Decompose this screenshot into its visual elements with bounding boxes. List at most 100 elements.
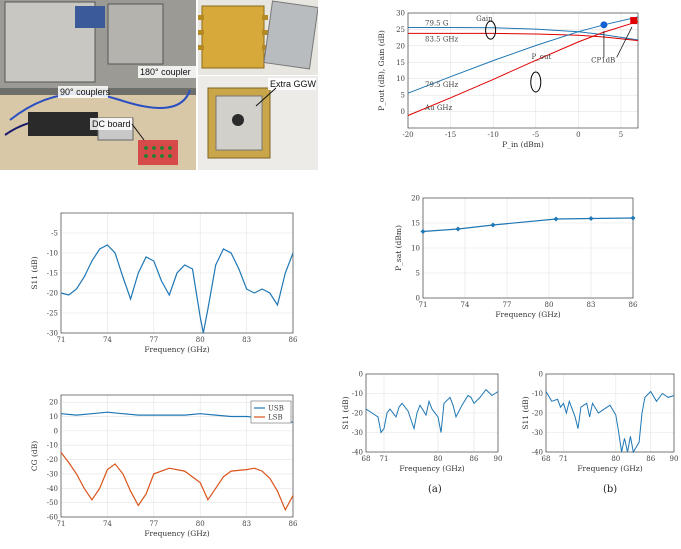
x-tick-label: 80: [196, 336, 205, 344]
chart-usb-lsb: 71 74 77 80 83 86 20 10 0 -10 -20 -30 -40 -50 -60 Frequ…: [25, 385, 305, 545]
y-tick-label: -10: [47, 250, 58, 258]
y-tick-label: -25: [47, 310, 58, 318]
y-tick-label: -50: [47, 499, 58, 507]
y-tick-label: 0: [416, 295, 420, 303]
data-point: [553, 216, 559, 222]
y-tick-label: 10: [396, 75, 405, 83]
x-tick-label: 80: [611, 455, 620, 463]
y-tick-label: -60: [47, 514, 58, 522]
plot-frame: [365, 373, 499, 453]
plot-frame: [60, 212, 294, 334]
p1db-point-red: [630, 17, 638, 25]
annot-pout: P_out: [532, 53, 552, 61]
x-tick-label: 74: [103, 336, 112, 344]
chart-gain-power: -20 -15 -10 -5 0 5 0 5 10 15 20 25 30 P_in (dBm) P_out…: [375, 5, 675, 153]
y-tick-label: 15: [396, 59, 405, 67]
x-tick-label: 77: [503, 301, 512, 309]
y-tick-label: 0: [54, 427, 58, 435]
series-line-0: [60, 244, 294, 334]
y-tick-label: 0: [401, 108, 405, 116]
x-tick-label: 86: [470, 455, 479, 463]
annot-gain-hi: 79.5 G: [425, 19, 449, 27]
x-tick-label: 86: [289, 520, 298, 528]
x-tick-label: 71: [57, 336, 66, 344]
y-tick-label: -40: [47, 485, 58, 493]
legend-lsb-label: LSB: [268, 414, 283, 422]
y-tick-label: -5: [51, 230, 58, 238]
x-tick-label: 74: [103, 520, 112, 528]
y-tick-label: -10: [352, 390, 363, 398]
x-tick-label: 86: [289, 336, 298, 344]
y-tick-label: -40: [532, 449, 543, 457]
data-point: [588, 216, 594, 221]
photo-setup: 90° couplers 180° coupler DC board: [0, 0, 196, 170]
x-tick-label: 5: [619, 131, 623, 139]
y-tick-label: -30: [47, 330, 58, 338]
plot-frame: [422, 197, 634, 299]
series-line-0: [545, 390, 675, 454]
y-tick-label: -20: [47, 456, 58, 464]
plot-frame: [407, 12, 639, 129]
series-line-0: [365, 388, 499, 434]
chart-s11-freq: 71 74 77 80 83 86 -5 -10 -15 -20 -25 -30 Frequency (…: [25, 203, 305, 358]
p1db-point-blue: [600, 21, 608, 29]
photo-module-top: [198, 0, 319, 75]
y-tick-label: 15: [411, 220, 420, 228]
x-tick-label: 83: [587, 301, 596, 309]
caption-b: (b): [603, 484, 618, 495]
chart-s11-b: 68 71 80 86 90 0 -10 -20 -30 -40 Frequency (GHz) S1…: [520, 368, 680, 480]
annot-gain: Gain: [476, 15, 493, 23]
x-tick-label: 68: [362, 455, 371, 463]
y-axis-label: P_sat (dBm): [394, 225, 403, 271]
y-tick-label: 30: [396, 10, 405, 18]
annot-pout-lo: Au GHz: [424, 104, 452, 112]
annot-pout-hi: 79.5 GHz: [425, 81, 459, 89]
x-tick-label: 71: [380, 455, 389, 463]
x-tick-label: 74: [461, 301, 470, 309]
data-point: [490, 222, 496, 228]
y-tick-label: 5: [401, 92, 405, 100]
plot-frame: [545, 373, 675, 453]
x-tick-label: 90: [670, 455, 679, 463]
y-tick-label: 20: [49, 399, 58, 407]
label-extra-ggw: Extra GGW: [270, 79, 317, 89]
x-tick-label: 68: [542, 455, 551, 463]
x-tick-label: 80: [545, 301, 554, 309]
x-tick-label: -15: [445, 131, 456, 139]
data-point: [420, 229, 426, 234]
y-tick-label: -40: [352, 449, 363, 457]
x-tick-label: -5: [532, 131, 539, 139]
x-axis-label: P_in (dBm): [502, 140, 544, 149]
annot-gain-lo: 83.5 GHz: [425, 35, 459, 43]
legend-usb-label: USB: [268, 405, 284, 413]
y-tick-label: 25: [396, 26, 405, 34]
x-tick-label: 83: [242, 336, 251, 344]
y-tick-label: 5: [416, 270, 420, 278]
y-tick-label: 10: [411, 245, 420, 253]
y-tick-label: 0: [359, 371, 363, 379]
x-tick-label: 71: [57, 520, 66, 528]
plot-frame: [60, 394, 294, 518]
chart-s11-a: 68 71 80 86 90 0 -10 -20 -30 -40 Frequency (GHz) S1…: [340, 368, 505, 480]
y-tick-label: -10: [47, 442, 58, 450]
x-tick-label: 86: [629, 301, 638, 309]
y-axis-label: S11 (dB): [341, 396, 350, 429]
y-tick-label: -15: [47, 270, 58, 278]
x-tick-label: -10: [488, 131, 499, 139]
series-line-0: [422, 217, 634, 233]
annot-p1db: CP1dB: [591, 56, 615, 64]
y-axis-label: S11 (dB): [30, 256, 39, 289]
label-90-couplers: 90° couplers: [60, 87, 111, 97]
y-tick-label: -20: [352, 410, 363, 418]
y-tick-label: -20: [47, 290, 58, 298]
y-tick-label: 0: [539, 371, 543, 379]
x-axis-label: Frequency (GHz): [144, 345, 209, 354]
data-point: [455, 226, 461, 232]
x-tick-label: 90: [494, 455, 503, 463]
y-axis-label: CG (dB): [30, 441, 39, 471]
photo-module-extra-ggw: Extra GGW: [198, 76, 318, 170]
x-tick-label: 77: [149, 520, 158, 528]
y-axis-label: P_out (dB), Gain (dB): [377, 30, 386, 111]
x-tick-label: 80: [434, 455, 443, 463]
x-tick-label: 80: [196, 520, 205, 528]
